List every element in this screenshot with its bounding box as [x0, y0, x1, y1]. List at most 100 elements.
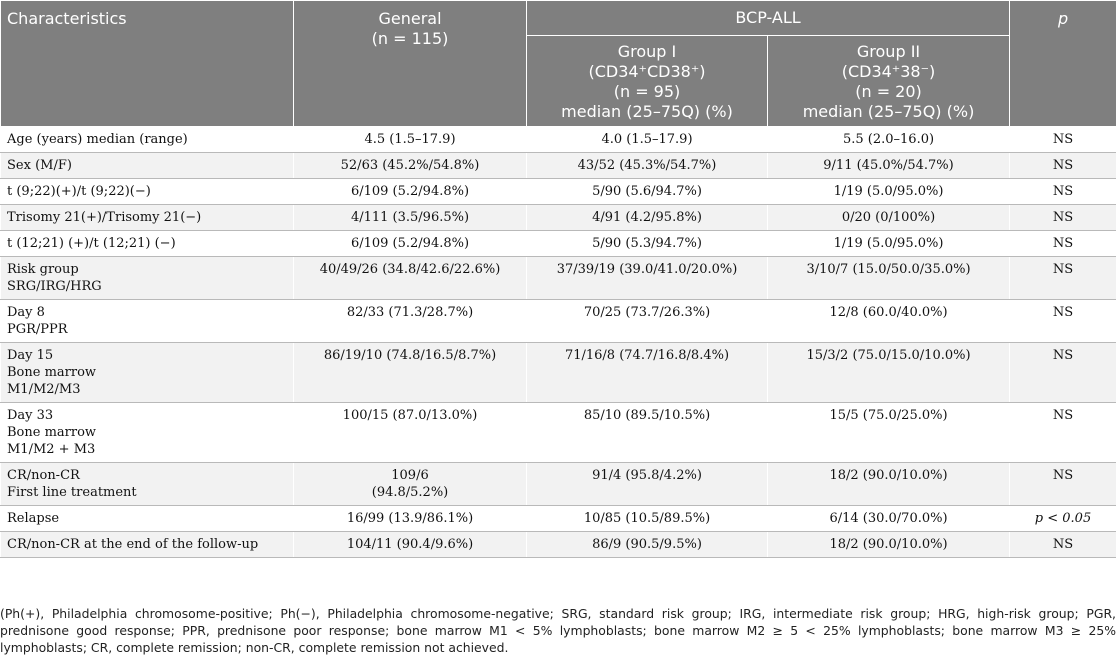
header-characteristics: Characteristics: [0, 0, 294, 127]
general-cell: 100/15 (87.0/13.0%): [293, 402, 527, 463]
characteristic-cell: Trisomy 21(+)/Trisomy 21(−): [0, 204, 294, 231]
table-row: Day 8 PGR/PPR 82/33 (71.3/28.7%) 70/25 (73.…: [0, 299, 1116, 343]
characteristic-cell-line: Sex (M/F): [7, 158, 72, 173]
table-row: Relapse 16/99 (13.9/86.1%) 10/85 (10.5/89.…: [0, 505, 1116, 532]
group-1-markers: (CD34⁺CD38⁺): [588, 62, 706, 81]
group-1-cell: 86/9 (90.5/9.5%): [526, 531, 768, 558]
group-1-cell: 43/52 (45.3%/54.7%): [526, 152, 768, 179]
characteristic-cell: Day 8 PGR/PPR: [0, 299, 294, 343]
characteristic-cell-line: Trisomy 21(+)/Trisomy 21(−): [7, 210, 202, 225]
general-cell: 52/63 (45.2%/54.8%): [293, 152, 527, 179]
characteristic-cell-line: Age (years) median (range): [7, 132, 188, 147]
general-cell: 4.5 (1.5–17.9): [293, 126, 527, 153]
characteristic-cell-line: Day 33: [7, 408, 54, 423]
p-value-cell: NS: [1009, 299, 1116, 343]
group-2-cell: 15/3/2 (75.0/15.0/10.0%): [766, 342, 1011, 403]
p-value-cell: NS: [1009, 126, 1116, 153]
characteristic-cell: Risk group SRG/IRG/HRG: [0, 256, 294, 300]
group-2-cell: 1/19 (5.0/95.0%): [766, 178, 1011, 205]
group-1-cell: 37/39/19 (39.0/41.0/20.0%): [526, 256, 768, 300]
characteristic-cell-line: Bone marrow: [7, 425, 97, 440]
general-cell-line: 6/109 (5.2/94.8%): [350, 184, 470, 199]
characteristic-cell-line: M1/M2/M3: [7, 382, 81, 397]
group-2-cell: 3/10/7 (15.0/50.0/35.0%): [766, 256, 1011, 300]
group-1-cell: 5/90 (5.3/94.7%): [526, 230, 768, 257]
general-cell: 6/109 (5.2/94.8%): [293, 178, 527, 205]
general-cell-line: 100/15 (87.0/13.0%): [342, 408, 478, 423]
header-general-n: (n = 115): [371, 29, 449, 48]
p-value-cell: NS: [1009, 256, 1116, 300]
general-cell: 40/49/26 (34.8/42.6/22.6%): [293, 256, 527, 300]
characteristic-cell: Sex (M/F): [0, 152, 294, 179]
p-value-cell: NS: [1009, 152, 1116, 179]
group-1-cell: 71/16/8 (74.7/16.8/8.4%): [526, 342, 768, 403]
header-p: p: [1009, 0, 1116, 127]
p-value-cell: NS: [1009, 230, 1116, 257]
group-2-title: Group II: [856, 42, 921, 61]
header-general-title: General: [378, 9, 442, 28]
characteristic-cell-line: SRG/IRG/HRG: [7, 279, 102, 294]
characteristic-cell-line: PGR/PPR: [7, 322, 68, 337]
group-1-stat: median (25–75Q) (%): [561, 102, 733, 121]
group-2-stat: median (25–75Q) (%): [802, 102, 975, 121]
header-group-2: Group II (CD34⁺38⁻) (n = 20) median (25–…: [766, 35, 1011, 127]
characteristics-table: Characteristics General (n = 115) BCP-AL…: [0, 0, 1116, 558]
characteristic-cell-line: t (12;21) (+)/t (12;21) (−): [7, 236, 176, 251]
general-cell-line: 109/6: [391, 468, 429, 483]
characteristic-cell: Age (years) median (range): [0, 126, 294, 153]
group-2-cell: 6/14 (30.0/70.0%): [766, 505, 1011, 532]
general-cell-line: 6/109 (5.2/94.8%): [350, 236, 470, 251]
general-cell: 6/109 (5.2/94.8%): [293, 230, 527, 257]
general-cell: 16/99 (13.9/86.1%): [293, 505, 527, 532]
general-cell-line: (94.8/5.2%): [371, 485, 449, 500]
p-value-cell: NS: [1009, 178, 1116, 205]
table-row: CR/non-CR at the end of the follow-up 104…: [0, 531, 1116, 558]
p-value-cell: NS: [1009, 342, 1116, 403]
characteristic-cell: t (9;22)(+)/t (9;22)(−): [0, 178, 294, 205]
p-value-cell: NS: [1009, 402, 1116, 463]
general-cell-line: 82/33 (71.3/28.7%): [346, 305, 474, 320]
group-1-cell: 4.0 (1.5–17.9): [526, 126, 768, 153]
general-cell-line: 16/99 (13.9/86.1%): [346, 511, 474, 526]
group-2-cell: 9/11 (45.0%/54.7%): [766, 152, 1011, 179]
characteristic-cell-line: Bone marrow: [7, 365, 97, 380]
header-bcp-all: BCP-ALL: [525, 0, 1011, 36]
p-value-cell: NS: [1009, 204, 1116, 231]
group-2-cell: 15/5 (75.0/25.0%): [766, 402, 1011, 463]
group-2-cell: 5.5 (2.0–16.0): [766, 126, 1011, 153]
p-value-cell: NS: [1009, 531, 1116, 558]
characteristic-cell-line: t (9;22)(+)/t (9;22)(−): [7, 184, 151, 199]
group-1-cell: 10/85 (10.5/89.5%): [526, 505, 768, 532]
group-1-title: Group I: [617, 42, 677, 61]
table-row: t (9;22)(+)/t (9;22)(−) 6/109 (5.2/94.8%)…: [0, 178, 1116, 205]
table-row: Risk group SRG/IRG/HRG 40/49/26 (34.8/42.6…: [0, 256, 1116, 300]
table-row: Day 33 Bone marrow M1/M2 + M3 100/15 (87.0/…: [0, 402, 1116, 463]
characteristic-cell: CR/non-CR at the end of the follow-up: [0, 531, 294, 558]
table-row: Trisomy 21(+)/Trisomy 21(−) 4/111 (3.5/96…: [0, 204, 1116, 231]
general-cell-line: 86/19/10 (74.8/16.5/8.7%): [323, 348, 497, 363]
group-2-markers: (CD34⁺38⁻): [841, 62, 936, 81]
group-2-cell: 1/19 (5.0/95.0%): [766, 230, 1011, 257]
group-1-cell: 85/10 (89.5/10.5%): [526, 402, 768, 463]
characteristic-cell-line: M1/M2 + M3: [7, 442, 96, 457]
general-cell-line: 4/111 (3.5/96.5%): [350, 210, 470, 225]
characteristic-cell: t (12;21) (+)/t (12;21) (−): [0, 230, 294, 257]
table-row: t (12;21) (+)/t (12;21) (−) 6/109 (5.2/94…: [0, 230, 1116, 257]
general-cell: 4/111 (3.5/96.5%): [293, 204, 527, 231]
characteristic-cell-line: Relapse: [7, 511, 60, 526]
p-value-cell: NS: [1009, 462, 1116, 506]
general-cell: 86/19/10 (74.8/16.5/8.7%): [293, 342, 527, 403]
general-cell-line: 40/49/26 (34.8/42.6/22.6%): [319, 262, 501, 277]
characteristic-cell-line: Risk group: [7, 262, 79, 277]
table-header: Characteristics General (n = 115) BCP-AL…: [0, 0, 1116, 127]
table-row: Day 15 Bone marrow M1/M2/M3 86/19/10 (74.8/…: [0, 342, 1116, 403]
general-cell-line: 4.5 (1.5–17.9): [364, 132, 456, 147]
general-cell-line: 52/63 (45.2%/54.8%): [340, 158, 480, 173]
group-2-cell: 12/8 (60.0/40.0%): [766, 299, 1011, 343]
group-2-cell: 18/2 (90.0/10.0%): [766, 462, 1011, 506]
group-1-n: (n = 95): [613, 82, 681, 101]
header-general: General (n = 115): [293, 0, 527, 127]
table-row: Sex (M/F) 52/63 (45.2%/54.8%) 43/52 (45.3%…: [0, 152, 1116, 179]
group-1-cell: 91/4 (95.8/4.2%): [526, 462, 768, 506]
group-1-cell: 70/25 (73.7/26.3%): [526, 299, 768, 343]
